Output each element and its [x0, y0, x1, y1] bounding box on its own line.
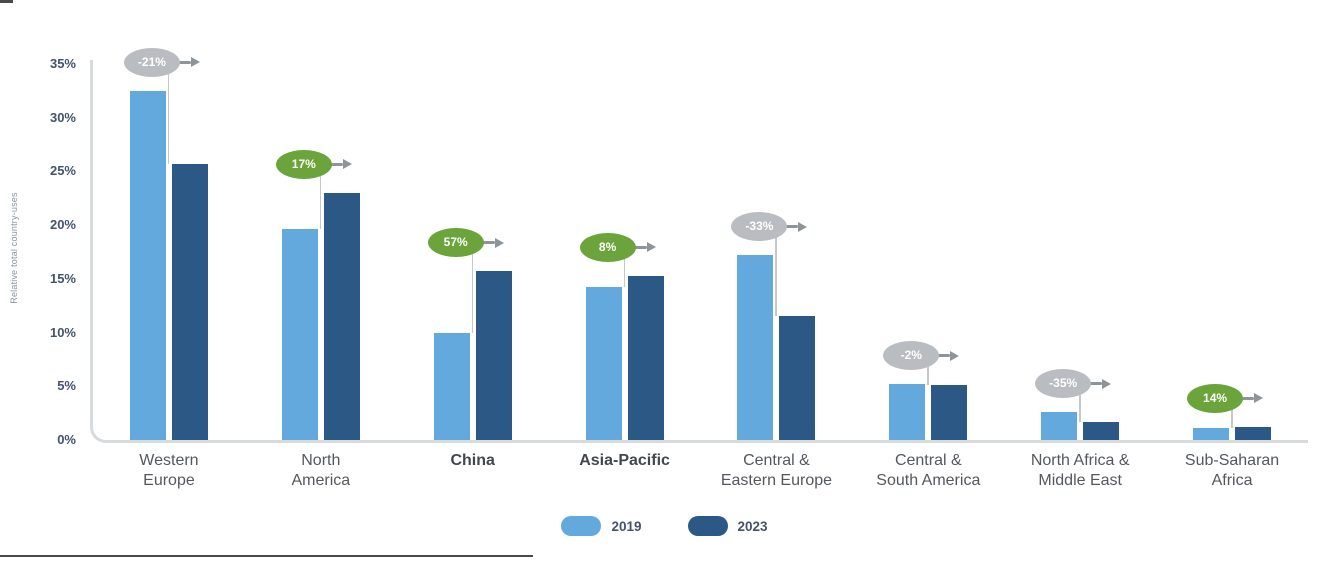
top-left-mark	[0, 0, 13, 3]
badge-stem	[1079, 393, 1081, 422]
y-axis-tick: 0%	[57, 432, 76, 447]
chart-legend: 2019 2023	[0, 516, 1329, 536]
legend-item-2023: 2023	[687, 516, 768, 536]
bar-2019	[1041, 412, 1078, 440]
change-badge: 17%	[275, 149, 332, 179]
change-badge: -2%	[883, 341, 940, 371]
bar-2019	[737, 255, 774, 440]
badge-stem	[167, 71, 170, 164]
change-badge: 8%	[579, 232, 636, 262]
badge-stem	[775, 236, 777, 317]
y-axis-tick: 15%	[49, 270, 76, 286]
plot-area: -21% 17% 57% 8% -33% -2% -35% 14%	[90, 47, 1308, 443]
legend-label: 2019	[611, 518, 642, 534]
bar-group: -21%	[123, 47, 208, 440]
y-axis-tick: 10%	[49, 324, 76, 340]
bar-2019	[585, 287, 622, 440]
x-axis-label: Western Europe	[139, 452, 199, 489]
bar-2023	[931, 385, 968, 440]
bar-2019	[889, 384, 926, 440]
arrow-line	[785, 225, 799, 229]
bar-2023	[1235, 426, 1272, 440]
change-arrow-icon	[481, 237, 504, 249]
x-axis-label: Asia-Pacific	[579, 452, 670, 469]
arrow-line	[177, 60, 191, 64]
y-axis-tick: 5%	[57, 378, 76, 394]
bar-group: 57%	[427, 60, 512, 440]
bar-2023	[475, 271, 512, 440]
arrow-line	[1241, 396, 1255, 400]
change-badge: -21%	[123, 47, 180, 77]
y-axis-ticks: 0% 5% 10% 15% 20% 25% 30% 35%	[16, 0, 76, 561]
x-axis-label: China	[450, 452, 495, 469]
change-arrow-icon	[177, 56, 200, 68]
badge-stem	[471, 252, 474, 333]
badge-stem	[319, 173, 322, 230]
arrow-head	[950, 350, 960, 361]
badge-stem	[927, 365, 929, 386]
bar-group: -2%	[883, 60, 968, 440]
arrow-line	[329, 162, 343, 166]
legend-swatch-2023	[687, 516, 728, 536]
bar-group: 14%	[1187, 60, 1272, 440]
arrow-head	[1254, 393, 1264, 404]
arrow-head	[1102, 378, 1112, 389]
y-axis-tick: 35%	[49, 56, 76, 71]
bar-2019	[281, 229, 318, 440]
bar-2019	[1193, 428, 1230, 440]
bar-group: 8%	[579, 60, 664, 440]
arrow-line	[937, 354, 951, 358]
x-axis-label: Sub-Saharan Africa	[1184, 452, 1280, 489]
arrow-head	[646, 242, 656, 253]
arrow-line	[1089, 382, 1103, 386]
change-badge: 14%	[1187, 383, 1244, 413]
legend-swatch-2019	[561, 516, 602, 536]
arrow-head	[190, 57, 200, 68]
change-arrow-icon	[633, 241, 656, 253]
arrow-head	[798, 221, 808, 232]
arrow-head	[342, 159, 352, 170]
change-arrow-icon	[329, 158, 352, 170]
legend-label: 2023	[737, 518, 768, 534]
change-badge: -33%	[731, 212, 788, 242]
change-arrow-icon	[937, 350, 960, 362]
x-axis-label: North America	[291, 452, 351, 489]
legend-item-2019: 2019	[561, 516, 642, 536]
bar-2023	[627, 275, 664, 440]
bar-2019	[433, 332, 470, 440]
x-axis-label: Central & South America	[876, 452, 981, 489]
change-badge: 57%	[427, 228, 484, 258]
y-axis-tick: 30%	[49, 109, 76, 125]
arrow-line	[633, 245, 647, 249]
bar-group: -35%	[1035, 60, 1120, 440]
bar-2023	[171, 163, 208, 440]
y-axis-tick: 20%	[49, 217, 76, 233]
arrow-line	[481, 241, 495, 245]
badge-stem	[1231, 407, 1233, 429]
bar-2023	[323, 192, 360, 440]
change-arrow-icon	[785, 221, 808, 233]
change-arrow-icon	[1089, 378, 1112, 390]
change-arrow-icon	[1241, 392, 1264, 404]
bar-2019	[129, 90, 166, 440]
bar-group: -33%	[731, 60, 816, 440]
change-badge: -35%	[1035, 369, 1092, 399]
arrow-head	[494, 237, 504, 248]
bar-2023	[779, 316, 816, 440]
x-axis-label: Central & Eastern Europe	[720, 452, 833, 489]
bar-2023	[1083, 421, 1120, 440]
x-axis-label: North Africa & Middle East	[1030, 452, 1130, 489]
bottom-divider	[0, 555, 533, 557]
badge-stem	[623, 256, 626, 288]
bar-group: 17%	[275, 60, 360, 440]
y-axis-tick: 25%	[49, 163, 76, 179]
